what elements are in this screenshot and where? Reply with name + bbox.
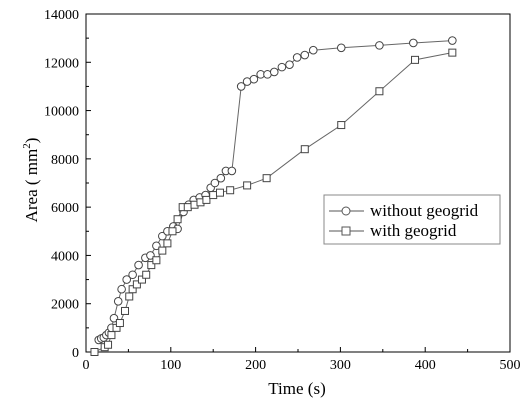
y-tick-label: 0 [72, 346, 79, 361]
y-tick-label: 2000 [51, 298, 79, 313]
data-point [226, 186, 235, 195]
data-point [147, 261, 156, 270]
y-axis-title-superscript: 2 [21, 143, 33, 149]
data-point [292, 53, 302, 62]
data-point [158, 231, 167, 241]
series-layer [90, 36, 457, 356]
data-point [128, 270, 137, 280]
y-tick-label: 12000 [44, 56, 79, 71]
legend: without geogrid with geogrid [323, 194, 501, 245]
data-point [113, 297, 123, 306]
svg-text:Area ( mm2): Area ( mm2) [21, 138, 41, 223]
data-point [336, 43, 346, 53]
y-axis-title-close: ) [22, 138, 41, 144]
data-point [128, 285, 137, 294]
data-point [122, 275, 132, 284]
data-point [210, 178, 220, 188]
x-tick-label: 0 [83, 358, 90, 373]
data-point [109, 313, 119, 323]
data-point [152, 256, 161, 265]
data-point [173, 215, 182, 224]
x-tick-label: 400 [415, 358, 436, 373]
x-axis-title: Time (s) [268, 379, 325, 398]
data-point [277, 62, 287, 72]
data-point [375, 41, 384, 50]
legend-marker-square-icon [341, 226, 351, 236]
data-point [448, 48, 457, 57]
series-without-geogrid [94, 36, 457, 345]
data-point [107, 331, 116, 340]
data-point [134, 260, 143, 270]
x-tick-label: 200 [245, 358, 266, 373]
y-tick-label: 6000 [51, 201, 79, 216]
data-point [125, 292, 134, 301]
data-point [132, 280, 141, 289]
y-tick-label: 8000 [51, 153, 79, 168]
data-point [117, 284, 126, 294]
legend-box [323, 194, 501, 245]
data-point [300, 50, 310, 60]
data-point [152, 241, 161, 251]
x-tick-label: 500 [500, 358, 521, 373]
data-point [90, 348, 99, 356]
data-point [227, 166, 237, 176]
data-point [236, 82, 246, 91]
y-tick-label: 14000 [44, 8, 79, 23]
data-point [163, 239, 172, 248]
y-tick-label: 10000 [44, 105, 79, 120]
axes: 0 100 200 300 400 500 0 2000 4000 6000 8000 10000 12… [44, 8, 521, 373]
data-point [337, 121, 346, 130]
series-line-without-geogrid [98, 40, 453, 341]
x-tick-label: 300 [330, 358, 351, 373]
data-point [202, 195, 211, 204]
legend-entry-without-geogrid: without geogrid [329, 201, 479, 220]
data-point [262, 174, 271, 183]
data-point [409, 38, 418, 48]
data-point [285, 60, 294, 69]
data-point [243, 181, 252, 190]
data-point [158, 246, 167, 255]
y-axis-title-main: Area ( mm [22, 149, 41, 223]
data-point [300, 145, 309, 154]
data-point [137, 275, 146, 284]
legend-entry-with-geogrid: with geogrid [329, 221, 457, 240]
data-point [308, 45, 318, 55]
data-point [121, 306, 130, 315]
legend-marker-circle-icon [341, 206, 351, 216]
legend-label-without-geogrid: without geogrid [370, 201, 479, 220]
data-point [168, 227, 177, 236]
data-point [216, 173, 226, 183]
data-point [215, 188, 224, 197]
data-point [269, 67, 279, 77]
series-with-geogrid [90, 48, 457, 356]
data-point [142, 270, 151, 279]
legend-label-with-geogrid: with geogrid [370, 221, 457, 240]
plot-frame [85, 13, 511, 353]
data-point [375, 87, 384, 96]
data-point [249, 74, 259, 84]
data-point [183, 203, 192, 212]
data-point [209, 191, 218, 200]
data-point [146, 251, 155, 260]
data-point [115, 319, 124, 328]
x-tick-label: 100 [160, 358, 181, 373]
data-point [448, 36, 457, 45]
y-axis-title: Area ( mm2) [21, 138, 41, 223]
data-point [104, 340, 113, 349]
y-tick-label: 4000 [51, 249, 79, 264]
data-point [411, 55, 420, 64]
